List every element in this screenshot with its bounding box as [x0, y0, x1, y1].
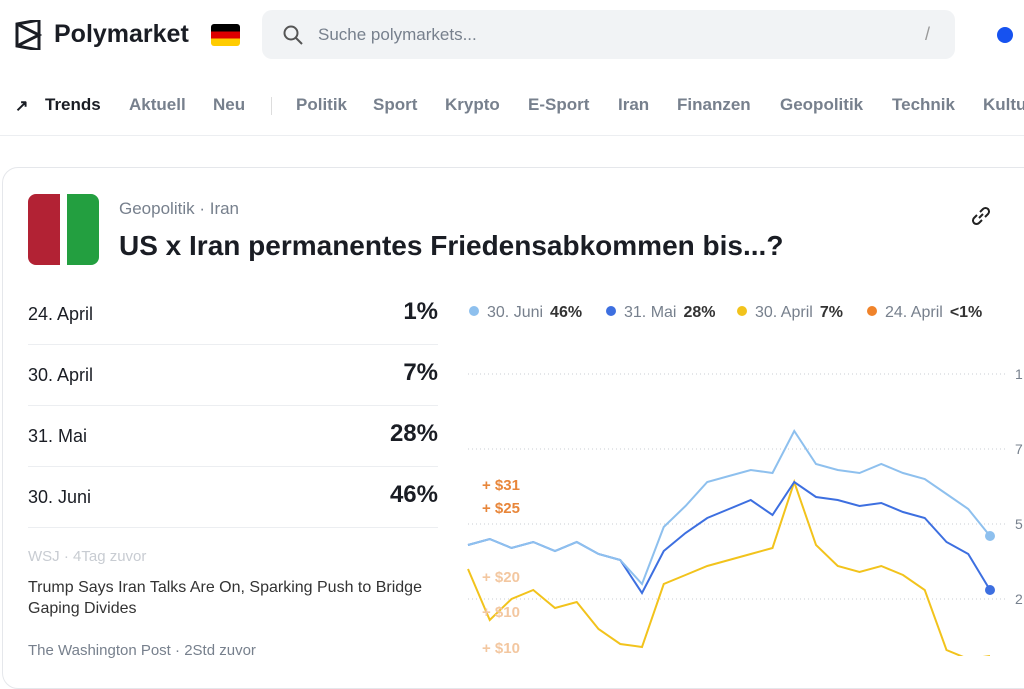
series-line: [467, 429, 991, 586]
tag[interactable]: Iran: [209, 199, 240, 218]
y-tick-label: 5: [1015, 516, 1023, 532]
logo[interactable]: [14, 20, 42, 50]
legend-dot: [867, 306, 877, 316]
legend-value: 28%: [683, 304, 715, 321]
outcome-chance: 7%: [403, 359, 438, 386]
trade-annotation: + $25: [482, 500, 520, 517]
breadcrumb: Geopolitik · Iran: [119, 199, 240, 218]
news-source: The Washington Post: [28, 642, 171, 659]
nav-item[interactable]: Politik: [296, 95, 348, 114]
info-icon[interactable]: [997, 27, 1013, 43]
y-tick-label: 7: [1015, 441, 1023, 457]
nav-separator: [271, 97, 272, 115]
y-tick-label: 2: [1015, 591, 1023, 607]
legend-dot: [606, 306, 616, 316]
legend-name: 31. Mai 28%: [624, 304, 716, 321]
end-dot: [985, 531, 995, 541]
nav-item[interactable]: Aktuell: [129, 95, 186, 114]
link-icon[interactable]: [971, 206, 991, 226]
news-time: 2Std zuvor: [184, 642, 256, 659]
nav-item[interactable]: Technik: [892, 95, 955, 114]
legend-name: 30. April 7%: [755, 304, 843, 321]
news-time: 4Tag zuvor: [73, 548, 147, 565]
nav-item[interactable]: Krypto: [445, 95, 500, 114]
category[interactable]: Geopolitik: [119, 199, 195, 218]
trade-annotation: + $20: [482, 569, 520, 586]
outcome-date: 30. April: [28, 365, 94, 385]
nav-item[interactable]: Sport: [373, 95, 418, 114]
flag[interactable]: [211, 24, 240, 46]
series-line: [467, 480, 991, 595]
outcome-row[interactable]: 30. April 7%: [28, 345, 438, 406]
trade-annotation: + $31: [482, 477, 520, 494]
news-meta: The Washington Post · 2Std zuvor: [28, 642, 256, 659]
search-icon: [283, 25, 303, 45]
legend-value: <1%: [950, 304, 982, 321]
legend-name: 30. Juni 46%: [487, 304, 582, 321]
trend-icon: ↗: [15, 98, 29, 115]
outcome-row[interactable]: 30. Juni 46%: [28, 467, 438, 528]
legend-value: 7%: [820, 304, 843, 321]
search-shortcut: /: [925, 24, 931, 44]
legend-name: 24. April <1%: [885, 304, 982, 321]
outcome-chance: 1%: [403, 298, 438, 325]
chart: 1 7 5 2 30. Juni 46% 31. Mai 28% 30. April 7% 24. …: [467, 304, 1023, 656]
news-meta: WSJ · 4Tag zuvor: [28, 548, 147, 565]
search-placeholder: Suche polymarkets...: [318, 25, 477, 44]
y-tick-label: 1: [1015, 366, 1023, 382]
outcome-date: 24. April: [28, 304, 94, 324]
search-box[interactable]: [262, 10, 955, 59]
nav-item[interactable]: Kultu: [983, 95, 1024, 114]
news-source: WSJ: [28, 548, 60, 565]
legend-dot: [737, 306, 747, 316]
outcome-row[interactable]: 24. April 1%: [28, 284, 438, 345]
outcome-chance: 28%: [389, 420, 438, 447]
outcome-chance: 46%: [389, 481, 438, 508]
nav-item[interactable]: Trends: [45, 95, 101, 114]
outcome-date: 31. Mai: [28, 426, 88, 446]
nav-item[interactable]: Neu: [213, 95, 246, 114]
series-line: [467, 478, 990, 656]
market-image: [28, 194, 99, 265]
trade-annotation: + $10: [482, 604, 520, 621]
legend-dot: [469, 306, 479, 316]
page: Polymarket Suche polymarkets... / Geopol…: [0, 10, 1024, 689]
nav-item[interactable]: Iran: [618, 95, 650, 114]
nav-item[interactable]: E-Sport: [528, 95, 590, 114]
nav-item[interactable]: Finanzen: [677, 95, 751, 114]
legend-value: 46%: [550, 304, 582, 321]
nav-item[interactable]: Geopolitik: [780, 95, 864, 114]
divider: [0, 135, 1024, 136]
end-dot: [985, 585, 995, 595]
news-headline[interactable]: Trump Says Iran Talks Are On, Sparking P…: [28, 579, 422, 617]
market-title: US x Iran permanentes Friedensabkommen b…: [119, 230, 784, 261]
brand[interactable]: Polymarket: [54, 20, 189, 48]
outcome-row[interactable]: 31. Mai 28%: [28, 406, 438, 467]
trade-annotation: + $10: [482, 640, 520, 656]
outcome-date: 30. Juni: [28, 487, 92, 507]
